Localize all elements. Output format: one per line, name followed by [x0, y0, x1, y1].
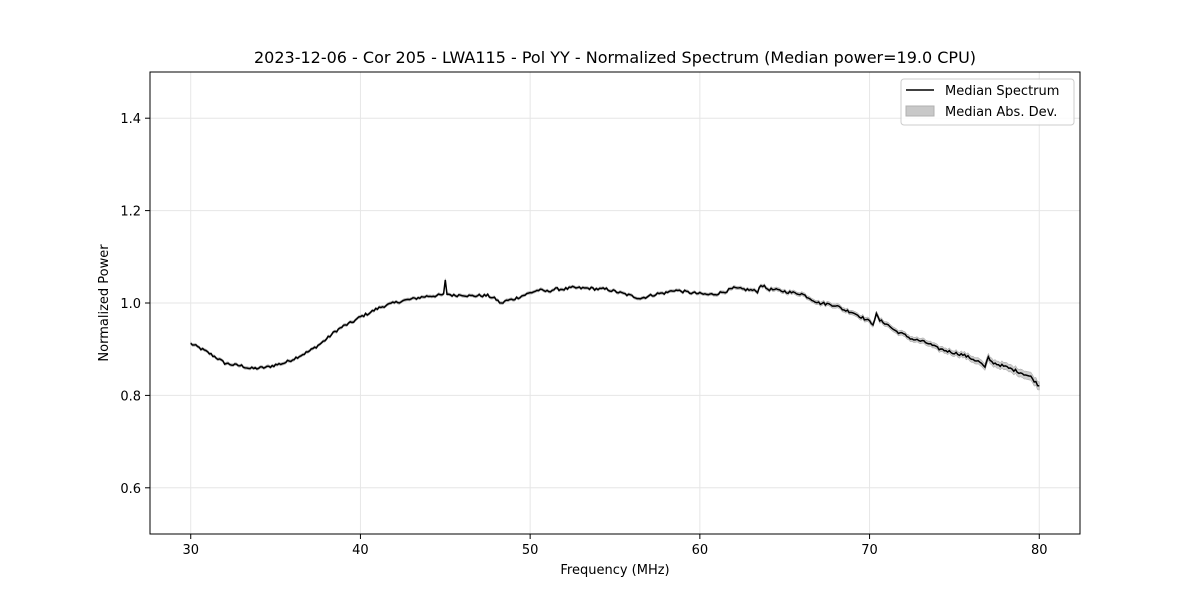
- y-tick-layer: 0.6 0.8 1.0 1.2 1.4: [120, 112, 150, 497]
- mad-band: [190, 278, 1040, 391]
- legend: Median Spectrum Median Abs. Dev.: [900, 78, 1075, 126]
- x-axis-label: Frequency (MHz): [560, 563, 669, 578]
- x-tick-label: 40: [352, 543, 369, 558]
- x-tick-label: 60: [692, 543, 709, 558]
- mad-band-layer: [190, 278, 1040, 391]
- chart-title: 2023-12-06 - Cor 205 - LWA115 - Pol YY -…: [254, 48, 976, 67]
- x-tick-label: 50: [522, 543, 539, 558]
- y-tick-label: 0.8: [120, 389, 141, 404]
- y-tick-label: 1.0: [120, 297, 141, 312]
- x-tick-label: 70: [861, 543, 878, 558]
- y-tick-label: 1.2: [120, 205, 141, 220]
- legend-mad-label: Median Abs. Dev.: [945, 105, 1057, 120]
- median-spectrum-line: [190, 279, 1040, 387]
- y-tick-label: 1.4: [120, 112, 141, 127]
- x-tick-label: 80: [1031, 543, 1048, 558]
- x-tick-layer: 30 40 50 60 70 80: [182, 534, 1048, 558]
- legend-mad-swatch: [905, 105, 935, 117]
- legend-median-label: Median Spectrum: [945, 84, 1059, 99]
- grid-layer: [150, 72, 1080, 534]
- median-line-layer: [190, 279, 1040, 387]
- y-axis-label: Normalized Power: [97, 244, 112, 362]
- x-tick-label: 30: [182, 543, 199, 558]
- legend-box: [900, 78, 1075, 126]
- y-tick-label: 0.6: [120, 482, 141, 497]
